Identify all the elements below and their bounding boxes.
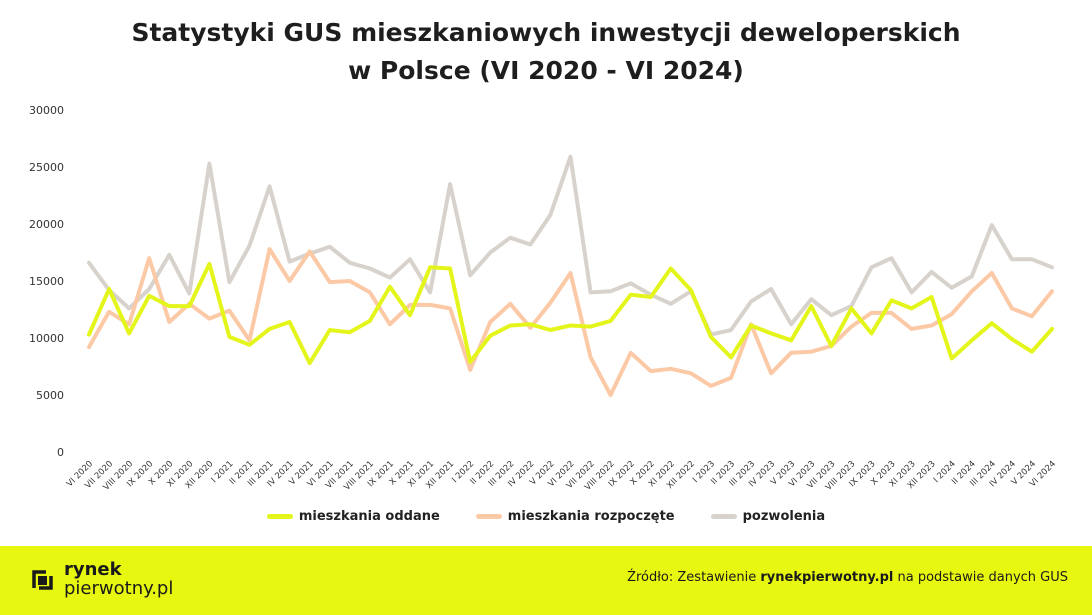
legend-swatch-pozwolenia	[710, 514, 737, 519]
legend: mieszkania oddane mieszkania rozpoczęte …	[0, 509, 1092, 524]
series-lines	[87, 154, 1054, 397]
legend-swatch-rozpoczete	[475, 514, 502, 519]
y-tick-label: 5000	[36, 389, 64, 402]
y-tick-label: 30000	[29, 104, 64, 117]
source-note: Źródło: Zestawienie rynekpierwotny.pl na…	[627, 570, 1068, 585]
source-suffix: na podstawie danych GUS	[893, 570, 1068, 585]
footer-banner: rynek pierwotny.pl Źródło: Zestawienie r…	[0, 546, 1092, 615]
legend-label-rozpoczete: mieszkania rozpoczęte	[507, 509, 675, 524]
legend-item-oddane: mieszkania oddane	[266, 509, 440, 524]
logo-text: rynek pierwotny.pl	[64, 560, 173, 598]
legend-swatch-oddane	[266, 514, 293, 519]
line-chart: 0 5000 10000 15000 20000 25000 30000 VI 2020VI…	[29, 104, 1058, 493]
series-line-mieszkania-rozpoczete	[87, 247, 1054, 397]
chart-title: Statystyki GUS mieszkaniowych inwestycji…	[0, 14, 1092, 90]
y-tick-label: 0	[57, 446, 64, 459]
source-prefix: Źródło: Zestawienie	[627, 570, 761, 585]
chart-title-line1: Statystyki GUS mieszkaniowych inwestycji…	[131, 18, 961, 47]
series-line-pozwolenia	[87, 154, 1054, 337]
chart-title-line2: w Polsce (VI 2020 - VI 2024)	[348, 56, 744, 85]
legend-label-pozwolenia: pozwolenia	[742, 509, 826, 524]
source-link[interactable]: rynekpierwotny.pl	[760, 570, 894, 585]
y-axis: 0 5000 10000 15000 20000 25000 30000	[29, 104, 64, 459]
logo-square-icon	[30, 566, 56, 592]
y-tick-label: 15000	[29, 275, 64, 288]
y-tick-label: 10000	[29, 332, 64, 345]
brand-logo[interactable]: rynek pierwotny.pl	[30, 560, 173, 598]
y-tick-label: 20000	[29, 218, 64, 231]
logo-line2: pierwotny.pl	[64, 578, 174, 599]
logo-line1: rynek	[64, 559, 122, 580]
series-line-mieszkania-oddane	[87, 261, 1054, 366]
y-tick-label: 25000	[29, 161, 64, 174]
legend-item-rozpoczete: mieszkania rozpoczęte	[475, 509, 675, 524]
legend-label-oddane: mieszkania oddane	[298, 509, 440, 524]
legend-item-pozwolenia: pozwolenia	[710, 509, 826, 524]
